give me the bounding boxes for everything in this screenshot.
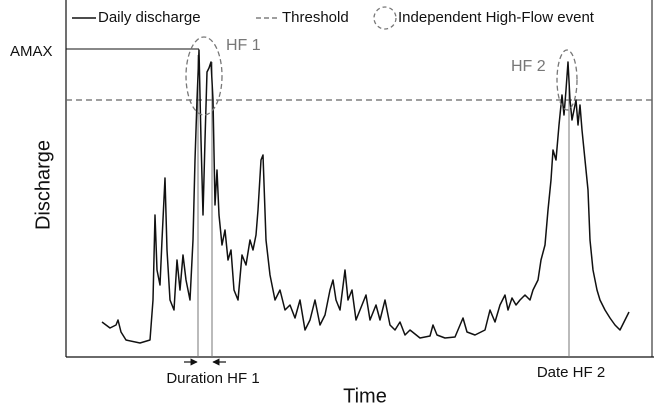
legend-label: Daily discharge: [98, 9, 201, 26]
duration-label: Duration HF 1: [166, 370, 259, 387]
date-label: Date HF 2: [537, 364, 605, 381]
y-axis-title: Discharge: [32, 140, 54, 230]
hf1-ellipse: [185, 36, 223, 116]
legend-event-swatch: [373, 6, 397, 30]
hf2-ellipse: [556, 49, 578, 111]
legend-label: Independent High-Flow event: [398, 9, 595, 26]
x-axis-title: Time: [343, 385, 387, 407]
legend-label: Threshold: [282, 9, 349, 26]
hf1-label: HF 1: [226, 37, 261, 54]
hf2-label: HF 2: [511, 58, 546, 75]
discharge-line: [101, 49, 630, 344]
amax-label: AMAX: [10, 43, 53, 60]
